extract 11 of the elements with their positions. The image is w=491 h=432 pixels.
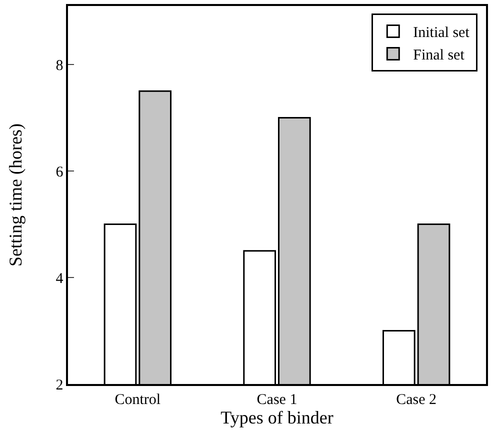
y-tick-label: 4 <box>56 270 64 287</box>
legend-label: Final set <box>413 48 466 64</box>
y-tick-label: 6 <box>56 164 64 180</box>
legend-label: Initial set <box>413 25 470 42</box>
x-axis-title: Types of binder <box>220 408 334 428</box>
y-tick-label: 2 <box>56 377 64 394</box>
x-tick-label: Case 1 <box>256 392 298 408</box>
x-tick-label: Control <box>114 392 161 408</box>
x-tick-label: Case 2 <box>396 392 437 408</box>
y-tick-label: 8 <box>56 58 64 74</box>
y-axis-title: Setting time (hores) <box>6 124 26 266</box>
